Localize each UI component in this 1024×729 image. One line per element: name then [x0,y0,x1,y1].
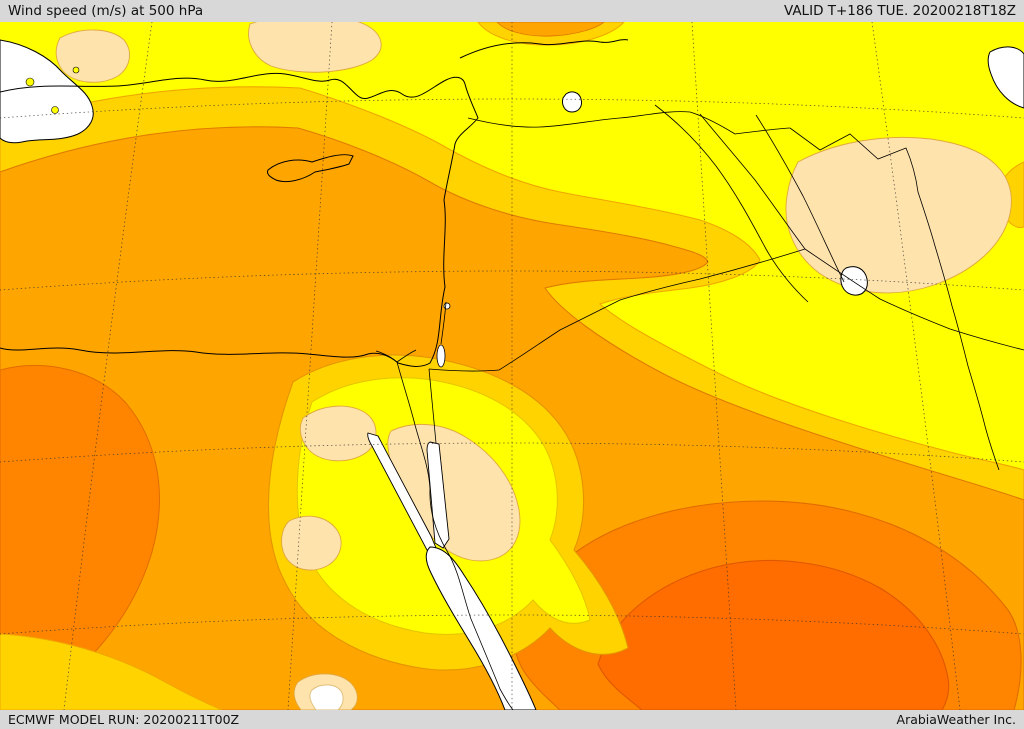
border-turkey-iraq-iran [789,127,1000,471]
model-run-label: ECMWF MODEL RUN: 20200211T00Z [8,712,240,727]
parallel-line [0,98,1024,119]
weather-map-canvas [0,22,1024,710]
cream-patch-northwest [55,29,130,83]
gulf-of-aqaba [426,441,450,549]
gulf-of-suez [367,432,437,551]
aegean-sea [0,39,94,144]
cream-patch-west [299,405,377,462]
mediterranean-coastline [0,72,479,367]
red-sea [425,546,537,710]
meridian-line [691,22,737,710]
water-bodies-layer [0,39,1024,710]
map-area [0,22,1024,710]
valid-time-label: VALID T+186 TUE. 20200218T18Z [783,3,1016,19]
border-syria-iraq [699,113,806,250]
meridian-line [287,22,333,710]
nile-river [396,361,514,710]
cream-patch-northeast [785,137,1012,294]
gold-bottom-left-arc [0,633,223,710]
border-egypt-israel [428,368,437,444]
country-borders-layer [428,111,1024,471]
header-bar: Wind speed (m/s) at 500 hPa VALID T+186 … [0,0,1024,22]
credit-label: ArabiaWeather Inc. [896,712,1016,727]
sea-of-galilee [443,302,451,310]
dead-sea [436,344,446,368]
graticule-layer [0,22,1024,710]
cream-patch-southwest [281,515,342,571]
map-title: Wind speed (m/s) at 500 hPa [8,3,204,19]
cream-low-patches [281,405,521,710]
cream-north-patches [55,22,1012,294]
cream-patch-north-center [248,22,382,73]
aegean-island [25,77,35,87]
aegean-island [51,106,59,114]
aegean-island [72,66,80,74]
rivers-layer [375,104,845,710]
white-patch-bottom [309,684,344,710]
border-jordan-river [440,301,447,345]
tigris-river [755,114,845,283]
lake-tuz [562,91,582,113]
footer-bar: ECMWF MODEL RUN: 20200211T00Z ArabiaWeat… [0,710,1024,729]
caspian-corner [987,46,1024,109]
black-sea-coastline [459,39,629,59]
border-iraq-saudi [804,248,1024,351]
border-turkey-syria [467,111,791,135]
coastline-layer [0,39,629,367]
border-jordan-saudi [428,248,806,372]
parallel-line [0,270,1024,291]
orange-top-strip [496,22,605,37]
nile-delta-branch [396,349,417,363]
cyprus-island [267,154,354,183]
high-wind-core [597,559,950,710]
euphrates-river [654,104,809,303]
lake-tharthar [840,266,868,296]
